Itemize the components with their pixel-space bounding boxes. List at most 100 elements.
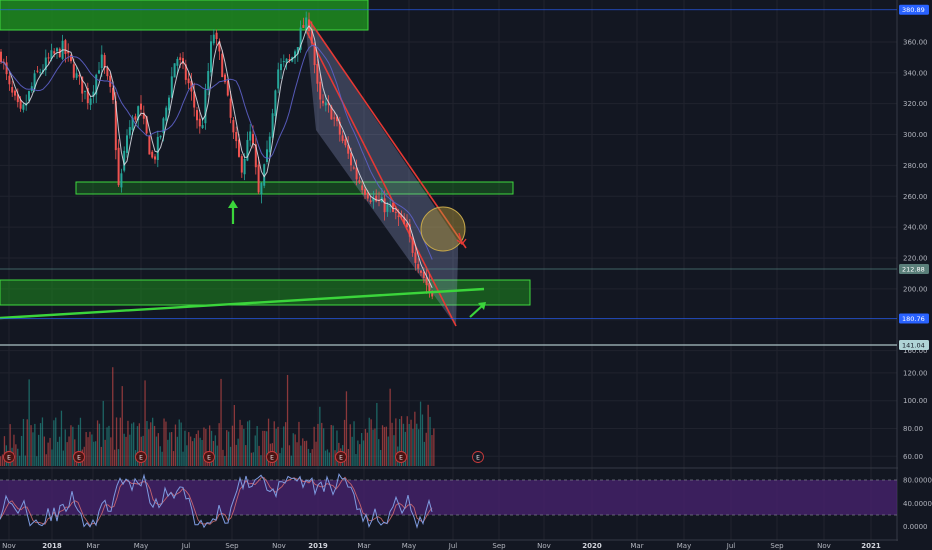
candle-down <box>70 54 72 62</box>
volume-bar-up <box>20 435 23 466</box>
volume-bar-up <box>281 447 283 466</box>
volume-bar-up <box>34 423 36 466</box>
volume-bar-up <box>387 436 389 466</box>
volume-bar-up <box>167 439 169 466</box>
volume-bars <box>0 367 435 466</box>
candle-down <box>179 57 182 60</box>
support-zone-260 <box>75 181 514 195</box>
candle-up <box>162 118 165 133</box>
candle-up <box>98 70 100 74</box>
volume-bar-up <box>53 420 55 466</box>
volume-bar-down <box>172 451 175 466</box>
time-tick-label: 2020 <box>582 542 602 550</box>
candle-up <box>212 34 215 44</box>
volume-bar-down <box>286 374 289 466</box>
volume-bar-up <box>275 428 277 466</box>
candle-down <box>117 147 120 186</box>
channel-upper-line <box>308 19 467 249</box>
highlight-circle <box>420 206 466 252</box>
candle-down <box>58 48 61 58</box>
up-arrow-head-icon <box>228 200 238 208</box>
volume-bar-down <box>26 419 28 466</box>
volume-bar-down <box>47 442 49 466</box>
volume-bar-down <box>49 437 51 466</box>
diagonal-arrow-head-icon <box>478 302 486 310</box>
candle-up <box>243 158 246 175</box>
candle-down <box>302 25 305 28</box>
earnings-marker-icon <box>266 451 278 463</box>
volume-bar-up <box>184 430 186 466</box>
volume-bar-up <box>429 416 431 466</box>
price-tick-label: 360.00 <box>903 38 928 46</box>
support-resistance-zones <box>0 0 531 306</box>
volume-bar-up <box>79 417 82 466</box>
candle-up <box>168 97 170 111</box>
candle-up <box>50 50 53 59</box>
candle-down <box>322 100 324 104</box>
volume-bar-down <box>345 391 348 466</box>
volume-bar-up <box>169 432 171 466</box>
volume-bar-up <box>95 441 97 466</box>
time-tick-label: Sep <box>492 542 506 550</box>
volume-bar-up <box>266 431 268 466</box>
candle-up <box>305 17 308 30</box>
volume-bar-up <box>102 400 104 466</box>
candle-up <box>372 197 375 202</box>
volume-bar-up <box>58 436 61 466</box>
candle-up <box>274 90 277 117</box>
candle-up <box>126 135 128 153</box>
candle-up <box>246 139 249 161</box>
earnings-marker-icon <box>203 451 215 463</box>
price-scale[interactable]: 360.00 340.00 320.00 300.00 280.00 260.00 240.… <box>898 0 932 550</box>
candle-down <box>364 189 366 195</box>
volume-bar-up <box>214 435 216 466</box>
volume-bar-up <box>237 438 239 466</box>
candle-down <box>397 215 400 217</box>
volume-bar-up <box>353 421 355 466</box>
volume-bar-down <box>298 421 300 466</box>
volume-tick-label: 80.00 <box>903 425 923 433</box>
candle-up <box>296 47 299 55</box>
candle-up <box>165 107 168 121</box>
volume-bar-up <box>133 422 135 466</box>
price-tag-box <box>899 4 929 15</box>
volume-bar-down <box>305 440 308 466</box>
volume-bar-up <box>60 410 63 466</box>
candle-down <box>313 44 316 66</box>
time-tick-label: May <box>134 542 148 550</box>
volume-bar-down <box>334 450 336 466</box>
volume-bar-down <box>66 442 68 466</box>
time-tick-label: 2021 <box>861 542 881 550</box>
candle-down <box>103 55 106 68</box>
price-tick-label: 340.00 <box>903 69 928 77</box>
time-tick-label: Sep <box>225 542 239 550</box>
candle-down <box>392 202 394 212</box>
time-scale[interactable]: Nov 2018 Mar May Jul Sep Nov 2019 Mar May Jul Sep No… <box>0 541 932 550</box>
volume-bar-up <box>41 417 44 466</box>
volume-bar-up <box>323 428 325 466</box>
candle-up <box>75 73 78 78</box>
candle-down <box>151 151 154 158</box>
volume-bar-down <box>383 427 386 466</box>
candle-up <box>128 127 131 136</box>
earnings-marker-label: E <box>339 454 343 461</box>
price-tag-box <box>899 340 929 350</box>
candle-down <box>431 290 434 297</box>
volume-bar-down <box>389 388 391 466</box>
volume-bar-down <box>364 428 367 466</box>
diagonal-arrow-icon <box>469 305 483 318</box>
candle-down <box>145 116 148 134</box>
volume-bar-up <box>98 423 101 466</box>
volume-bar-up <box>419 401 422 466</box>
volume-bar-up <box>19 455 21 466</box>
candle-up <box>176 58 179 66</box>
volume-bar-down <box>1 454 4 466</box>
volume-bar-up <box>123 433 125 466</box>
volume-bar-up <box>152 417 154 466</box>
volume-bar-up <box>351 436 353 466</box>
candle-down <box>109 75 112 87</box>
volume-bar-down <box>171 432 173 466</box>
candle-down <box>420 270 422 273</box>
volume-bar-down <box>43 436 45 466</box>
